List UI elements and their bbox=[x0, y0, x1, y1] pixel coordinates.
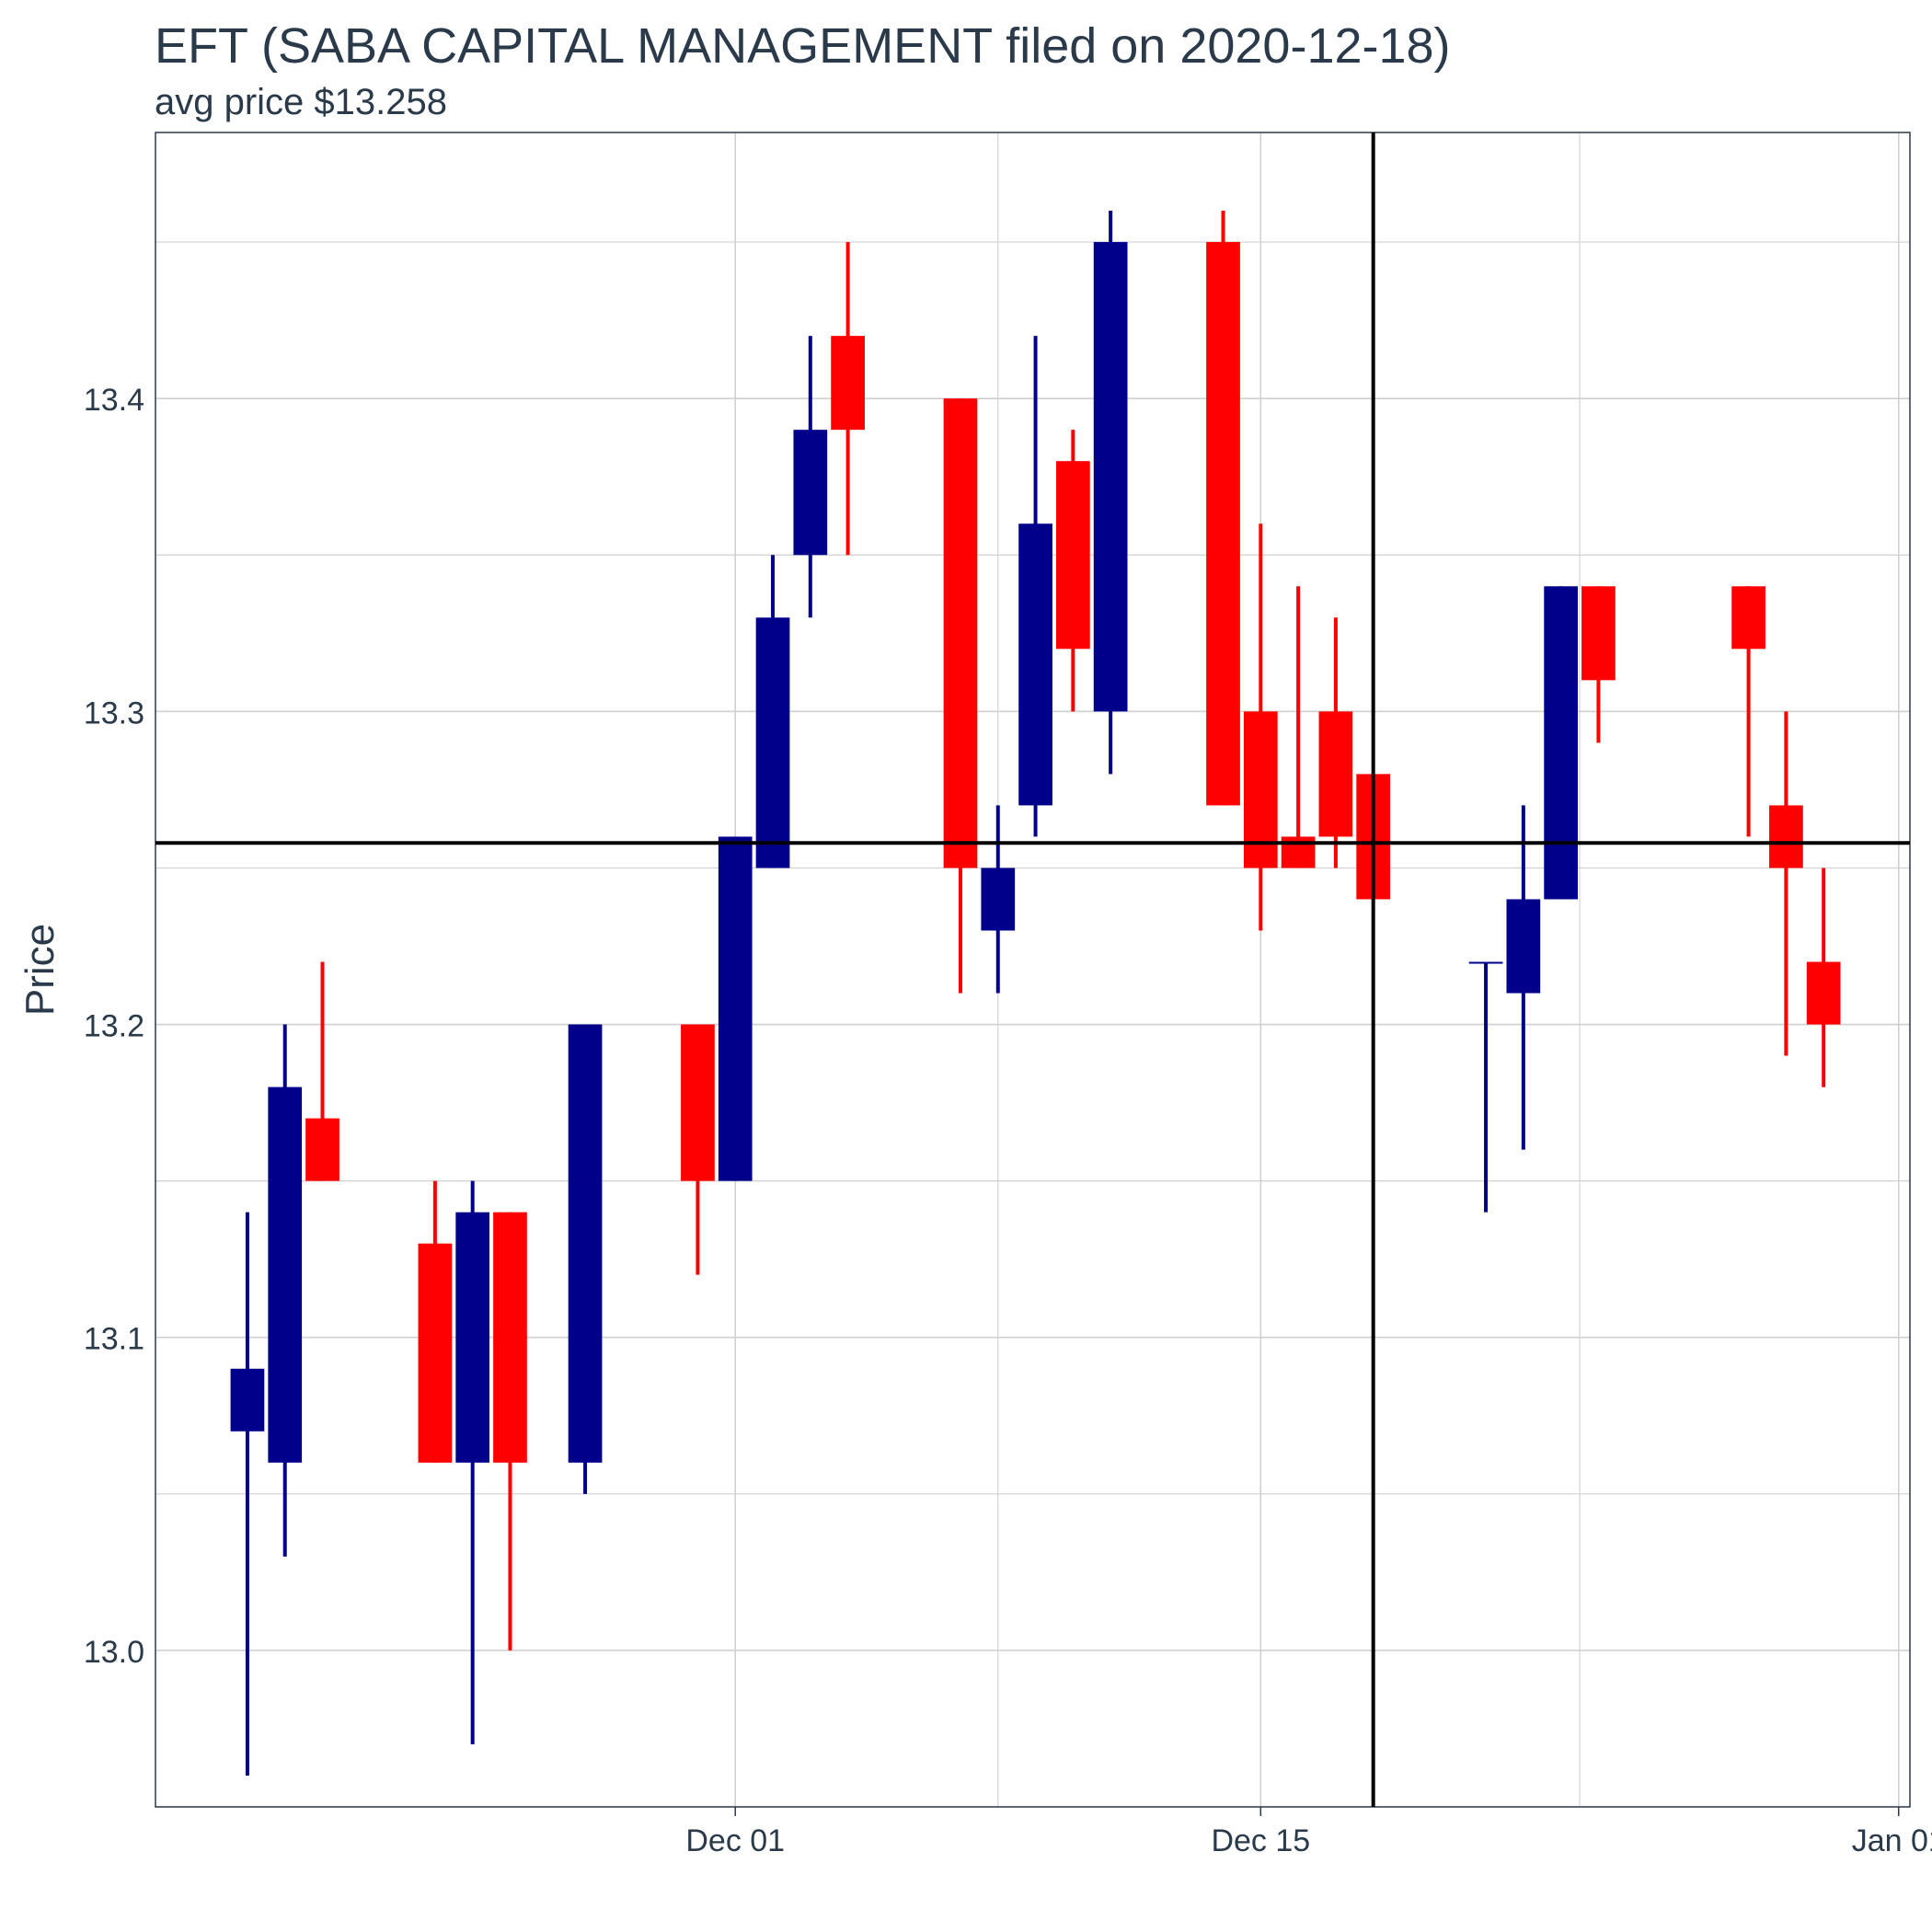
candle-down bbox=[1318, 617, 1353, 868]
y-tick-label: 13.1 bbox=[84, 1322, 144, 1357]
chart-subtitle: avg price $13.258 bbox=[155, 82, 447, 122]
candle-body bbox=[1206, 242, 1240, 806]
candle-body bbox=[1055, 461, 1090, 650]
plot-panel-border bbox=[155, 132, 1911, 1808]
candle-up bbox=[1468, 961, 1503, 1213]
candle-down bbox=[1581, 586, 1616, 743]
candle-up bbox=[268, 1024, 303, 1557]
candle-up bbox=[230, 1212, 265, 1776]
candle-body bbox=[1018, 523, 1052, 806]
candle-body bbox=[1769, 805, 1803, 868]
candle-down bbox=[943, 398, 978, 994]
candle-up bbox=[568, 1024, 603, 1494]
candle-down bbox=[681, 1024, 715, 1275]
candle-body bbox=[418, 1243, 453, 1463]
candle-body bbox=[1318, 711, 1353, 837]
candle-up bbox=[793, 336, 828, 618]
candle-body bbox=[755, 617, 790, 868]
candle-body bbox=[1506, 899, 1541, 994]
candle-down bbox=[1206, 211, 1240, 806]
x-tick-label: Dec 01 bbox=[685, 1823, 785, 1858]
x-tick-label: Jan 01 bbox=[1852, 1823, 1932, 1858]
candle-body bbox=[455, 1212, 490, 1463]
y-tick-label: 13.3 bbox=[84, 696, 144, 730]
candle-down bbox=[418, 1180, 453, 1463]
candle-up bbox=[718, 836, 753, 1181]
candle-body bbox=[1806, 961, 1841, 1025]
candle-body bbox=[230, 1368, 265, 1432]
candle-body bbox=[981, 868, 1016, 931]
candle-body bbox=[568, 1024, 603, 1463]
chart-title: EFT (SABA CAPITAL MANAGEMENT filed on 20… bbox=[155, 18, 1451, 74]
y-tick-label: 13.4 bbox=[84, 383, 144, 418]
candle-body bbox=[268, 1087, 303, 1463]
candle-body bbox=[1731, 586, 1765, 650]
candle-down bbox=[493, 1212, 527, 1650]
candle-down bbox=[1806, 868, 1841, 1087]
candle-body bbox=[1581, 586, 1616, 681]
candle-up bbox=[981, 805, 1016, 994]
candle-down bbox=[831, 242, 865, 556]
candle-body bbox=[1093, 242, 1128, 712]
candle-down bbox=[305, 961, 339, 1181]
candle-up bbox=[455, 1180, 490, 1744]
candle-body bbox=[1468, 961, 1503, 964]
candle-body bbox=[1544, 586, 1578, 900]
y-axis-label: Price bbox=[17, 924, 63, 1016]
candle-body bbox=[305, 1118, 339, 1181]
candle-body bbox=[493, 1212, 527, 1463]
candle-body bbox=[831, 336, 865, 431]
candle-body bbox=[718, 836, 753, 1181]
candle-body bbox=[681, 1024, 715, 1181]
y-tick-label: 13.0 bbox=[84, 1635, 144, 1670]
candle-up bbox=[1544, 586, 1578, 900]
axes: 13.0 13.1 13.2 13.3 13.4 Dec 01 Dec 15 Jan 01 bbox=[84, 383, 1932, 1858]
y-tick-label: 13.2 bbox=[84, 1009, 144, 1044]
candle-body bbox=[793, 430, 828, 556]
candle-up bbox=[1018, 336, 1052, 837]
candle-up bbox=[1093, 211, 1128, 775]
candle-up bbox=[1506, 805, 1541, 1150]
candles bbox=[230, 211, 1841, 1776]
candle-body bbox=[943, 398, 978, 868]
candle-down bbox=[1769, 711, 1803, 1056]
candle-up bbox=[755, 555, 790, 868]
reference-lines bbox=[155, 132, 1910, 1807]
candle-down bbox=[1731, 586, 1765, 837]
candle-down bbox=[1055, 430, 1090, 712]
x-tick-label: Dec 15 bbox=[1211, 1823, 1310, 1858]
